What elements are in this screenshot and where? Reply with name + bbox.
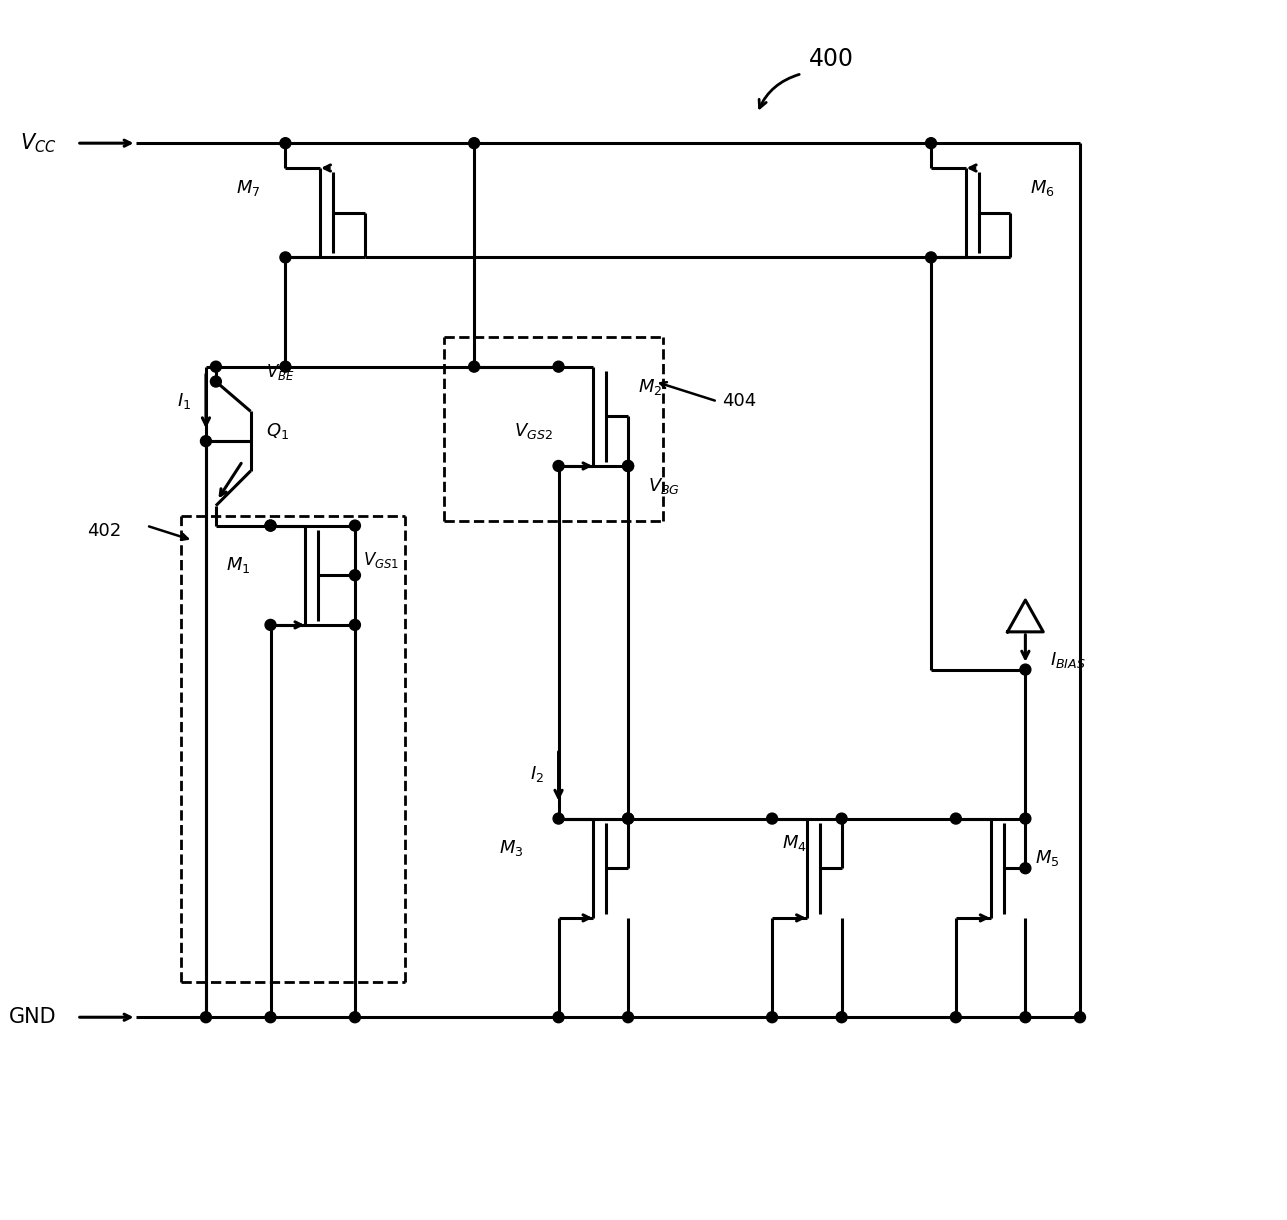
Circle shape <box>210 361 221 372</box>
Circle shape <box>265 520 275 531</box>
Circle shape <box>1075 1011 1085 1022</box>
Text: $V_{GS2}$: $V_{GS2}$ <box>514 421 552 442</box>
Text: $M_7$: $M_7$ <box>237 178 260 198</box>
Circle shape <box>350 520 360 531</box>
Text: $M_1$: $M_1$ <box>227 555 251 576</box>
Circle shape <box>925 138 937 149</box>
Circle shape <box>1019 863 1031 874</box>
Circle shape <box>553 1011 564 1022</box>
Circle shape <box>265 620 275 631</box>
Text: $V_{BG}$: $V_{BG}$ <box>647 476 680 495</box>
Circle shape <box>281 138 291 149</box>
Text: GND: GND <box>9 1008 57 1027</box>
Circle shape <box>201 436 211 447</box>
Circle shape <box>1019 1011 1031 1022</box>
Circle shape <box>281 361 291 372</box>
Circle shape <box>925 253 937 262</box>
Circle shape <box>837 1011 847 1022</box>
Circle shape <box>265 1011 275 1022</box>
Circle shape <box>950 813 961 824</box>
Circle shape <box>1019 813 1031 824</box>
Circle shape <box>468 361 480 372</box>
Circle shape <box>1019 664 1031 675</box>
Text: $I_1$: $I_1$ <box>176 392 190 411</box>
Circle shape <box>350 570 360 581</box>
Text: 400: 400 <box>810 46 855 71</box>
Text: $V_{GS1}$: $V_{GS1}$ <box>363 550 399 570</box>
Text: $M_4$: $M_4$ <box>782 833 807 854</box>
Text: 404: 404 <box>722 393 757 410</box>
Circle shape <box>767 813 777 824</box>
Text: $Q_1$: $Q_1$ <box>265 421 288 442</box>
Circle shape <box>553 460 564 471</box>
Circle shape <box>553 813 564 824</box>
Text: $I_2$: $I_2$ <box>529 764 543 784</box>
Text: $M_2$: $M_2$ <box>638 377 663 397</box>
Text: $V_{CC}$: $V_{CC}$ <box>21 132 57 155</box>
Circle shape <box>210 376 221 387</box>
Text: $M_3$: $M_3$ <box>499 838 524 859</box>
Text: $I_{BIAS}$: $I_{BIAS}$ <box>1050 650 1086 670</box>
Text: 402: 402 <box>88 521 121 539</box>
Circle shape <box>350 1011 360 1022</box>
Circle shape <box>468 138 480 149</box>
Circle shape <box>281 253 291 262</box>
Circle shape <box>201 1011 211 1022</box>
Text: $M_5$: $M_5$ <box>1035 848 1059 869</box>
Circle shape <box>350 620 360 631</box>
Text: $M_6$: $M_6$ <box>1031 178 1055 198</box>
Circle shape <box>767 1011 777 1022</box>
Circle shape <box>950 1011 961 1022</box>
Circle shape <box>623 813 633 824</box>
Circle shape <box>623 460 633 471</box>
Circle shape <box>623 460 633 471</box>
Circle shape <box>623 813 633 824</box>
Circle shape <box>837 813 847 824</box>
Circle shape <box>553 361 564 372</box>
Circle shape <box>265 520 275 531</box>
Text: $V_{BE}$: $V_{BE}$ <box>265 361 295 382</box>
Circle shape <box>623 1011 633 1022</box>
